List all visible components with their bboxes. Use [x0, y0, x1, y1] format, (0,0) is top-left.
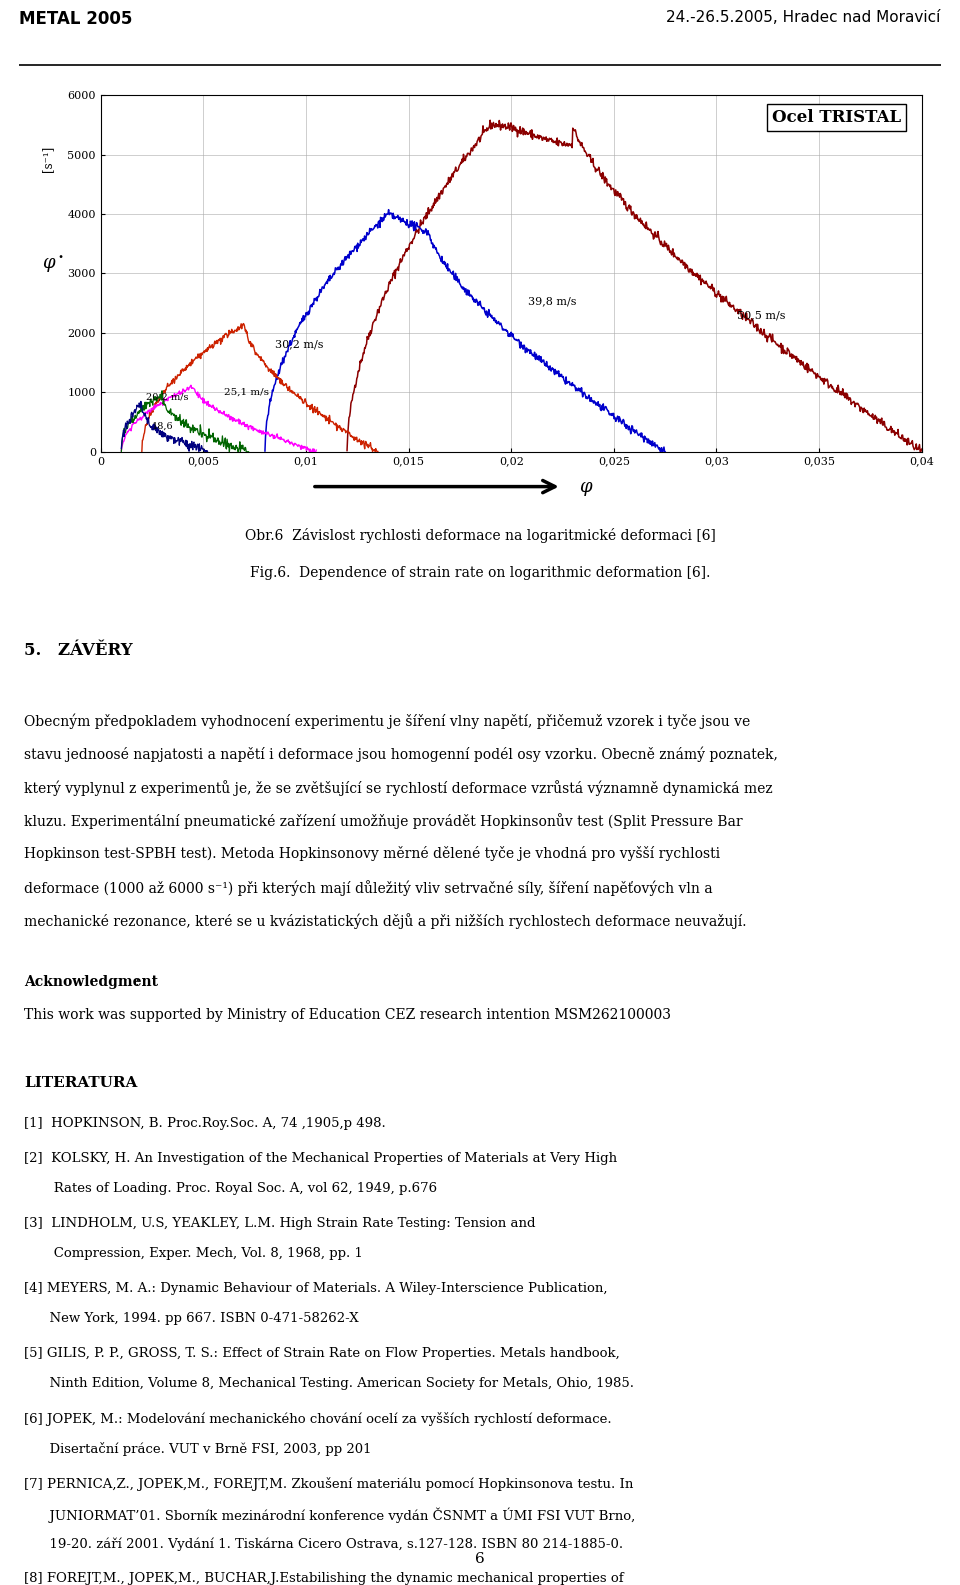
Text: $\bullet$: $\bullet$ — [58, 250, 63, 260]
Text: JUNIORMAT’01. Sborník mezinárodní konference vydán ČSNMT a ÚMI FSI VUT Brno,: JUNIORMAT’01. Sborník mezinárodní konfer… — [24, 1507, 636, 1523]
Text: [7] PERNICA,Z., JOPEK,M., FOREJT,M. Zkoušení materiálu pomocí Hopkinsonova testu: [7] PERNICA,Z., JOPEK,M., FOREJT,M. Zkou… — [24, 1477, 634, 1491]
Text: [6] JOPEK, M.: Modelování mechanického chování ocelí za vyšších rychlostí deform: [6] JOPEK, M.: Modelování mechanického c… — [24, 1412, 612, 1427]
Text: [s⁻¹]: [s⁻¹] — [41, 146, 55, 173]
Text: 6: 6 — [475, 1552, 485, 1566]
Text: stavu jednoosé napjatosti a napětí i deformace jsou homogenní podél osy vzorku. : stavu jednoosé napjatosti a napětí i def… — [24, 747, 778, 762]
Text: mechanické rezonance, které se u kvázistatických dějů a při nižších rychlostech : mechanické rezonance, které se u kvázist… — [24, 913, 747, 929]
Text: 39,8 m/s: 39,8 m/s — [528, 296, 576, 306]
Text: Rates of Loading. Proc. Royal Soc. A, vol 62, 1949, p.676: Rates of Loading. Proc. Royal Soc. A, vo… — [24, 1182, 437, 1195]
Text: který vyplynul z experimentů je, že se zvětšující se rychlostí deformace vzrůstá: který vyplynul z experimentů je, že se z… — [24, 780, 773, 796]
Text: kluzu. Experimentální pneumatické zařízení umožňuje provádět Hopkinsonův test (S: kluzu. Experimentální pneumatické zaříze… — [24, 813, 743, 829]
Text: Compression, Exper. Mech, Vol. 8, 1968, pp. 1: Compression, Exper. Mech, Vol. 8, 1968, … — [24, 1247, 363, 1260]
Text: 5. ZÁVĚRY: 5. ZÁVĚRY — [24, 642, 132, 659]
Text: Hopkinson test-SPBH test). Metoda Hopkinsonovy měrné dělené tyče je vhodná pro v: Hopkinson test-SPBH test). Metoda Hopkin… — [24, 846, 720, 861]
Text: Obecným předpokladem vyhodnocení experimentu je šíření vlny napětí, přičemuž vzo: Obecným předpokladem vyhodnocení experim… — [24, 713, 751, 729]
Text: Acknowledgment: Acknowledgment — [24, 975, 158, 989]
Text: Obr.6  Závislost rychlosti deformace na logaritmické deformaci [6]: Obr.6 Závislost rychlosti deformace na l… — [245, 528, 715, 542]
Text: METAL 2005: METAL 2005 — [19, 10, 132, 27]
Text: [3]  LINDHOLM, U.S, YEAKLEY, L.M. High Strain Rate Testing: Tension and: [3] LINDHOLM, U.S, YEAKLEY, L.M. High St… — [24, 1217, 536, 1230]
Text: 50,5 m/s: 50,5 m/s — [737, 311, 785, 320]
Text: This work was supported by Ministry of Education CEZ research intention MSM26210: This work was supported by Ministry of E… — [24, 1008, 671, 1022]
Text: Fig.6.  Dependence of strain rate on logarithmic deformation [6].: Fig.6. Dependence of strain rate on loga… — [250, 566, 710, 580]
Text: 24.-26.5.2005, Hradec nad Moravicí: 24.-26.5.2005, Hradec nad Moravicí — [666, 10, 941, 24]
Text: 18,6: 18,6 — [152, 422, 174, 431]
Text: 30,2 m/s: 30,2 m/s — [276, 339, 324, 350]
Text: 20,2 m/s: 20,2 m/s — [146, 393, 188, 403]
Text: :: : — [134, 975, 139, 989]
Text: Ninth Edition, Volume 8, Mechanical Testing. American Society for Metals, Ohio, : Ninth Edition, Volume 8, Mechanical Test… — [24, 1377, 634, 1390]
Text: [5] GILIS, P. P., GROSS, T. S.: Effect of Strain Rate on Flow Properties. Metals: [5] GILIS, P. P., GROSS, T. S.: Effect o… — [24, 1347, 620, 1360]
Text: New York, 1994. pp 667. ISBN 0-471-58262-X: New York, 1994. pp 667. ISBN 0-471-58262… — [24, 1312, 359, 1325]
Text: Disertační práce. VUT v Brně FSI, 2003, pp 201: Disertační práce. VUT v Brně FSI, 2003, … — [24, 1442, 372, 1457]
Text: φ: φ — [41, 254, 55, 271]
Text: [2]  KOLSKY, H. An Investigation of the Mechanical Properties of Materials at Ve: [2] KOLSKY, H. An Investigation of the M… — [24, 1152, 617, 1165]
Text: [4] MEYERS, M. A.: Dynamic Behaviour of Materials. A Wiley-Interscience Publicat: [4] MEYERS, M. A.: Dynamic Behaviour of … — [24, 1282, 608, 1295]
Text: φ: φ — [579, 477, 591, 496]
Text: 25,1 m/s: 25,1 m/s — [224, 388, 269, 396]
Text: [8] FOREJT,M., JOPEK,M., BUCHAR,J.Estabilishing the dynamic mechanical propertie: [8] FOREJT,M., JOPEK,M., BUCHAR,J.Estabi… — [24, 1572, 624, 1585]
Text: LITERATURA: LITERATURA — [24, 1076, 137, 1090]
Text: Ocel TRISTAL: Ocel TRISTAL — [772, 109, 901, 127]
Text: 19-20. září 2001. Vydání 1. Tiskárna Cicero Ostrava, s.127-128. ISBN 80 214-1885: 19-20. září 2001. Vydání 1. Tiskárna Cic… — [24, 1537, 623, 1552]
Text: [1]  HOPKINSON, B. Proc.Roy.Soc. A, 74 ,1905,p 498.: [1] HOPKINSON, B. Proc.Roy.Soc. A, 74 ,1… — [24, 1117, 386, 1130]
Text: deformace (1000 až 6000 s⁻¹) při kterých mají důležitý vliv setrvačné síly, šíře: deformace (1000 až 6000 s⁻¹) při kterých… — [24, 880, 712, 896]
